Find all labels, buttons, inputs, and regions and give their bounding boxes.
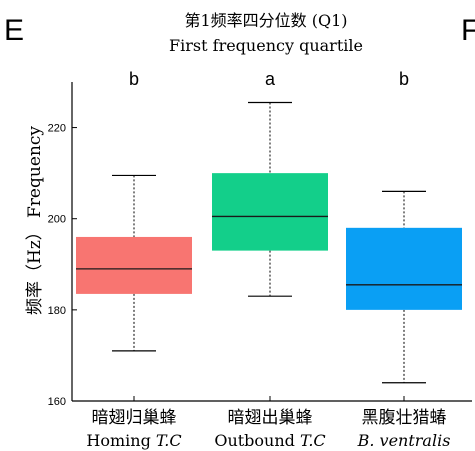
category-label-cn: 暗翅出巢蜂 <box>228 408 313 428</box>
chart-title: 第1频率四分位数 (Q1) <box>184 11 347 30</box>
category-label-en-italic: T.C <box>300 431 326 450</box>
category-labels: 暗翅归巢蜂 Homing T.C 暗翅出巢蜂 Outbound T.C 黑腹壮猎蝽 B. … <box>86 396 450 450</box>
box-iqr <box>346 227 462 310</box>
category-label-en-italic: T.C <box>156 431 182 450</box>
significance-letter: b <box>399 69 409 89</box>
category-label-en-main: Outbound <box>214 431 300 450</box>
y-tick-label: 180 <box>48 305 66 317</box>
y-ticks: 160 180 200 220 <box>48 123 77 408</box>
panel-label: E <box>4 14 24 47</box>
y-tick-label: 200 <box>48 214 66 226</box>
significance-letter: a <box>265 69 276 89</box>
y-axis-label-cn: 频率（Hz） <box>25 223 45 315</box>
y-axis-label-en: Frequency <box>25 126 45 218</box>
category-label-en: B. ventralis <box>357 431 451 450</box>
box-iqr <box>76 236 192 294</box>
next-panel-label: F <box>461 14 475 47</box>
category-label-en: Outbound T.C <box>214 431 325 450</box>
box-iqr <box>212 173 328 251</box>
y-tick-label: 220 <box>48 123 66 135</box>
category-label-en-main: Homing <box>86 431 156 450</box>
category-label-cn: 暗翅归巢蜂 <box>92 408 177 428</box>
significance-letter: b <box>129 69 139 89</box>
chart-subtitle: First frequency quartile <box>169 36 363 55</box>
category-label-en-italic: B. ventralis <box>357 431 451 450</box>
y-tick-label: 160 <box>48 396 66 408</box>
category-label-en: Homing T.C <box>86 431 181 450</box>
category-label-cn: 黑腹壮猎蝽 <box>362 408 447 428</box>
